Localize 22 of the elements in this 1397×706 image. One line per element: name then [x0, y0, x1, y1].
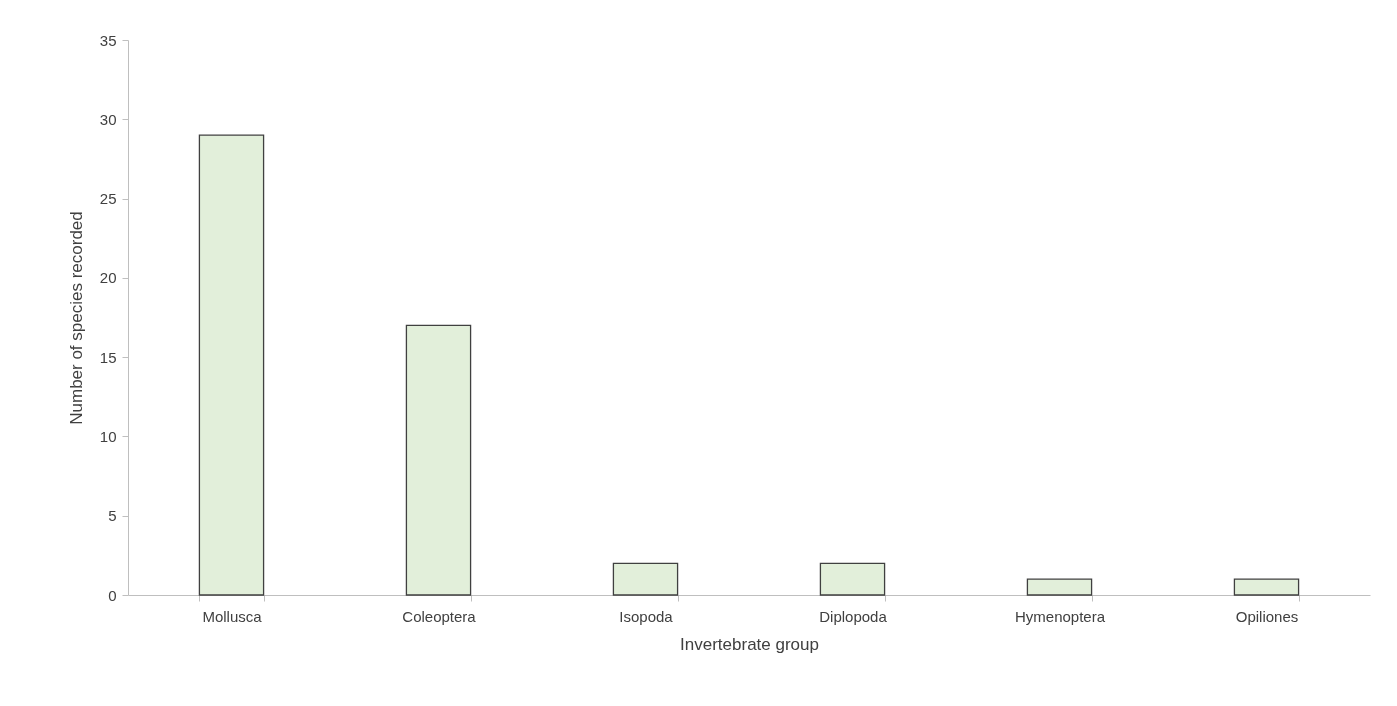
x-tick-label: Hymenoptera	[1014, 607, 1106, 625]
y-tick-label: 10	[99, 427, 117, 445]
bar	[819, 562, 886, 596]
x-axis-title: Invertebrate group	[680, 634, 819, 654]
y-tick-label: 30	[99, 110, 117, 128]
bar	[1026, 578, 1093, 596]
bar	[198, 134, 265, 596]
y-tick-label: 15	[99, 348, 117, 366]
y-tick-label: 25	[99, 190, 117, 208]
x-tick-label: Mollusca	[202, 607, 263, 625]
y-tick-label: 0	[108, 586, 117, 604]
x-tick-label: Isopoda	[619, 607, 674, 625]
x-tick-label: Coleoptera	[402, 607, 477, 625]
x-tick-label: Opiliones	[1235, 607, 1299, 625]
y-tick-label: 35	[99, 31, 117, 49]
x-tick-label: Diplopoda	[819, 607, 888, 625]
bar	[1233, 578, 1300, 596]
y-axis-title: Number of species recorded	[66, 211, 86, 425]
y-tick-label: 5	[108, 507, 117, 525]
y-tick-label: 20	[99, 269, 117, 287]
bar	[405, 324, 472, 596]
bar	[612, 562, 679, 596]
